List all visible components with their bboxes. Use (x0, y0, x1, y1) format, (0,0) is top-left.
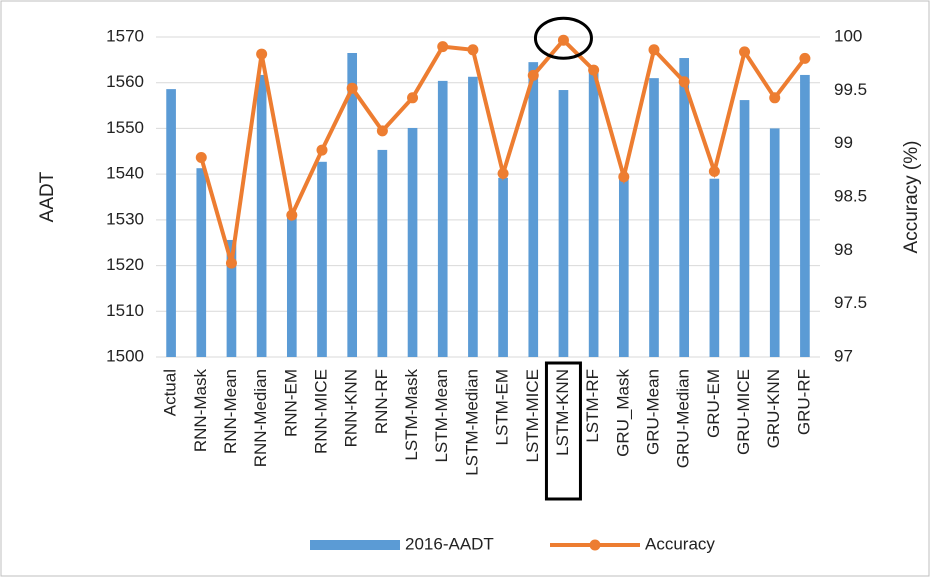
y-tick-label: 1570 (106, 26, 144, 45)
bar (739, 100, 750, 357)
x-tick-label: RNN-EM (281, 369, 300, 437)
x-tick-label: LSTM-Mask (402, 369, 421, 461)
x-tick-label: RNN-KNN (342, 369, 361, 447)
highlight-box (544, 361, 582, 501)
line-marker (437, 41, 449, 53)
bar (558, 90, 569, 358)
x-tick-label: GRU-Mean (643, 369, 662, 455)
y-tick-label: 1500 (106, 346, 144, 365)
line-marker (497, 168, 509, 180)
x-tick-label: Actual (161, 369, 180, 416)
x-tick-label: LSTM-EM (493, 369, 512, 446)
bar (286, 213, 297, 357)
x-tick-label: RNN-Mean (221, 369, 240, 454)
bar (256, 74, 267, 357)
x-tick-label: GRU-Median (674, 369, 693, 468)
y-axis-label: AADT (37, 171, 58, 222)
legend-marker (589, 539, 601, 551)
x-tick-label: GRU-EM (704, 369, 723, 438)
bar (649, 78, 659, 358)
x-tick-label: GRU-MICE (734, 369, 753, 455)
line-marker (225, 257, 237, 269)
y2-tick-label: 98.5 (834, 186, 867, 205)
legend-swatch (310, 540, 400, 550)
bar (377, 149, 388, 357)
y2-tick-label: 99.5 (834, 80, 867, 99)
y-tick-label: 1510 (106, 301, 144, 320)
x-tick-label: GRU-KNN (764, 369, 783, 448)
x-tick-label: LSTM-KNN (553, 369, 572, 456)
line-marker (588, 64, 600, 76)
line-marker (799, 52, 811, 64)
y-tick-label: 1550 (106, 118, 144, 137)
x-tick-label: RNN-MICE (311, 369, 330, 454)
line-marker (376, 125, 388, 137)
x-tick-label: LSTM-RF (583, 369, 602, 443)
line-marker (648, 44, 660, 56)
highlight-circle (533, 16, 593, 60)
line-marker (678, 76, 690, 88)
line-marker (407, 92, 419, 104)
x-tick-label: GRU_Mask (613, 369, 632, 457)
y2-tick-label: 99 (834, 133, 853, 152)
line-marker (557, 34, 569, 46)
y-tick-label: 1560 (106, 72, 144, 91)
line-marker (467, 44, 479, 56)
line-marker (256, 48, 268, 60)
y-tick-label: 1540 (106, 164, 144, 183)
bar (679, 58, 690, 358)
bar (317, 161, 327, 357)
line-marker (769, 92, 781, 104)
bar (468, 76, 478, 358)
bar (437, 80, 448, 357)
x-tick-label: RNN-Median (251, 369, 270, 467)
line-marker (195, 152, 207, 164)
bar (800, 74, 810, 357)
bar (226, 239, 237, 357)
line-marker (286, 209, 298, 221)
bar (709, 178, 720, 357)
y2-tick-label: 97 (834, 346, 853, 365)
y2-axis-label: Accuracy (%) (901, 141, 922, 254)
x-tick-label: RNN-RF (372, 369, 391, 434)
line-marker (346, 82, 358, 94)
bar (588, 72, 599, 357)
line-marker (708, 165, 720, 177)
bar (196, 168, 207, 357)
y2-tick-label: 100 (834, 26, 862, 45)
bar (618, 177, 629, 357)
y2-tick-label: 98 (834, 240, 853, 259)
y-tick-label: 1530 (106, 209, 144, 228)
bar (166, 89, 176, 357)
x-tick-label: LSTM-MICE (523, 369, 542, 463)
line-marker (527, 69, 539, 81)
line-marker (316, 144, 328, 156)
bar (769, 128, 780, 357)
line-marker (739, 46, 751, 58)
legend-label: 2016-AADT (405, 534, 494, 553)
bar (407, 127, 418, 357)
bar (528, 62, 539, 358)
y-tick-label: 1520 (106, 255, 144, 274)
y2-tick-label: 97.5 (834, 293, 867, 312)
line-marker (618, 171, 630, 183)
x-tick-label: GRU-RF (794, 369, 813, 435)
bar (498, 177, 508, 357)
x-tick-label: LSTM-Mean (432, 369, 451, 463)
legend-label: Accuracy (645, 534, 715, 553)
bar (347, 53, 358, 357)
x-tick-label: RNN-Mask (191, 369, 210, 453)
x-tick-label: LSTM-Median (462, 369, 481, 476)
